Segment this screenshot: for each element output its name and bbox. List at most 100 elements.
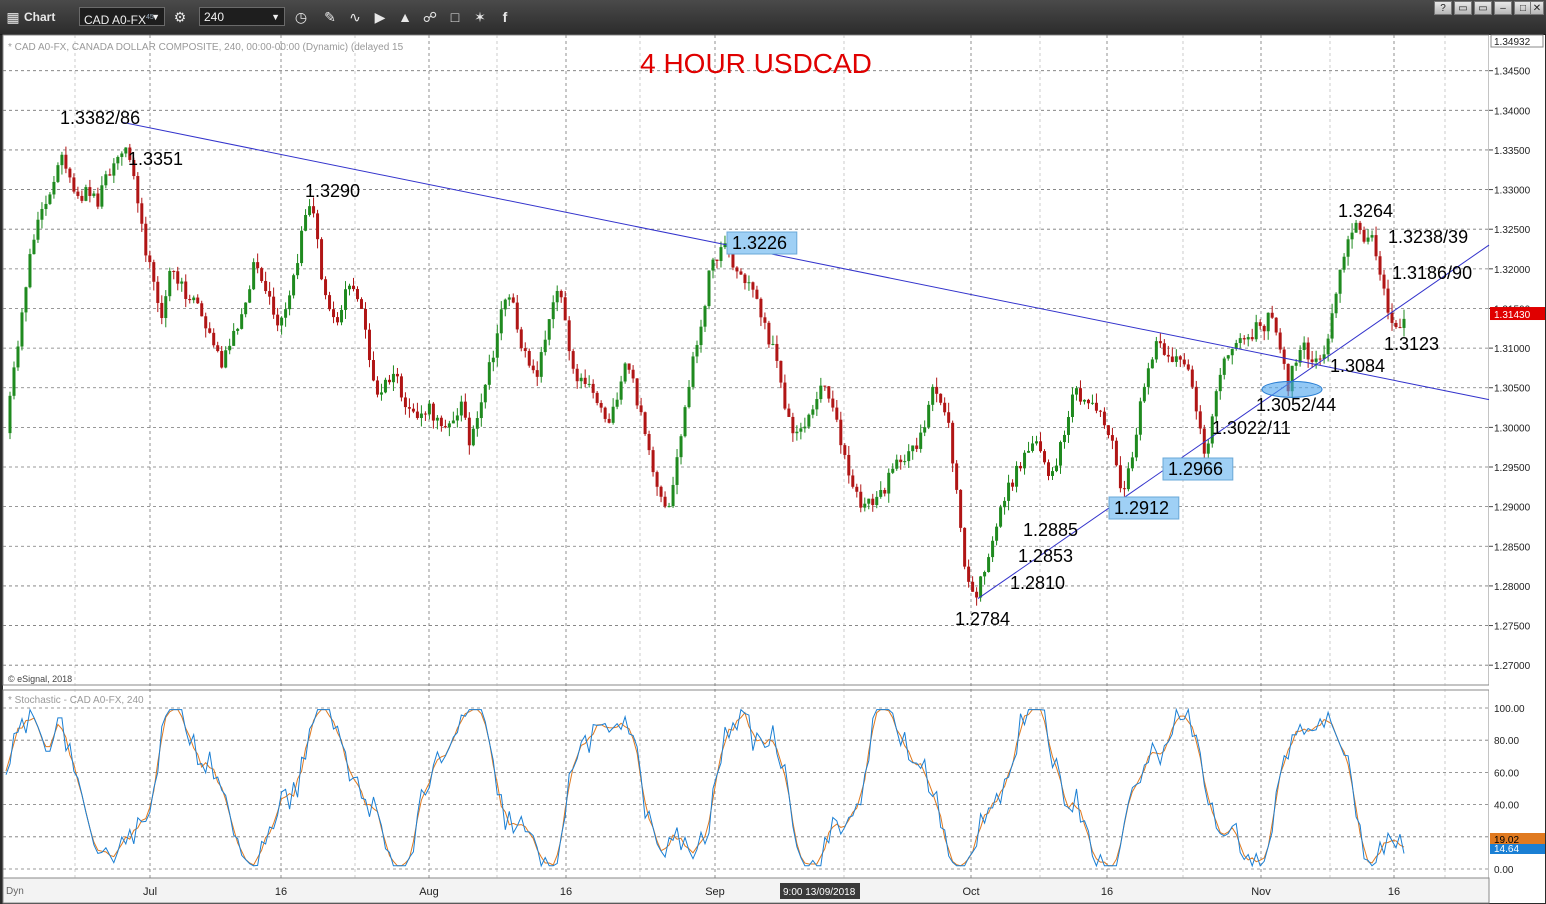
alert-icon[interactable]: ▲ xyxy=(398,9,412,25)
time-axis[interactable] xyxy=(2,877,1490,904)
symbol-superscript: 45 xyxy=(146,14,154,21)
candle-body xyxy=(631,369,635,379)
candle-body xyxy=(831,398,835,408)
y-tick-label: 1.27000 xyxy=(1494,661,1531,672)
pencil-icon[interactable]: ✎ xyxy=(324,9,336,25)
cascade-button[interactable]: ▭ xyxy=(1474,1,1492,15)
candle-body xyxy=(1098,410,1102,412)
candle-body xyxy=(671,484,675,507)
minimize-button[interactable]: ‒ xyxy=(1494,1,1512,15)
trendlines xyxy=(121,121,1490,600)
comment-icon[interactable]: □ xyxy=(450,9,460,25)
trendline-uptrend[interactable] xyxy=(977,244,1490,600)
candle-body xyxy=(639,405,643,413)
candle-body xyxy=(1350,232,1354,240)
candle-body xyxy=(1294,362,1298,366)
stoch-k-tag: 19.02 xyxy=(1494,835,1519,846)
candle-body xyxy=(96,193,100,207)
candle-body xyxy=(124,147,128,154)
candle-body xyxy=(1194,386,1198,412)
price-annotation: 1.2784 xyxy=(955,609,1010,629)
chart-info-line: * CAD A0-FX, CANADA DOLLAR COMPOSITE, 24… xyxy=(8,42,404,53)
study-icon[interactable]: ∿ xyxy=(349,9,361,25)
candle-body xyxy=(491,357,495,363)
date-label: 16 xyxy=(560,886,572,898)
candle-body xyxy=(1106,425,1110,436)
link-icon[interactable]: ☍ xyxy=(422,9,438,25)
candle-body xyxy=(1390,312,1394,323)
candle-body xyxy=(815,399,819,410)
candle-body xyxy=(1286,363,1290,392)
candle-body xyxy=(555,290,559,303)
help-button[interactable]: ? xyxy=(1434,1,1452,15)
candle-body xyxy=(1058,442,1062,466)
candle-body xyxy=(1402,318,1406,328)
candle-body xyxy=(723,243,727,248)
candle-body xyxy=(683,407,687,437)
facebook-icon[interactable]: f xyxy=(502,9,508,25)
candle-body xyxy=(232,330,236,346)
candle-body xyxy=(64,154,68,169)
chevron-down-icon[interactable]: ▼ xyxy=(151,12,160,22)
candle-body xyxy=(451,420,455,424)
candle-body xyxy=(471,428,475,446)
candle-body xyxy=(731,254,735,268)
twitter-icon[interactable]: ✶ xyxy=(474,9,486,25)
y-tick-label: 1.30000 xyxy=(1494,423,1531,434)
candle-body xyxy=(535,370,539,377)
crosshair-date: 9:00 13/09/2018 xyxy=(783,887,856,898)
stochastic-panel xyxy=(2,689,1490,879)
candle-body xyxy=(899,459,903,463)
current-price-tag: 1.31430 xyxy=(1494,310,1531,321)
candle-body xyxy=(108,174,112,176)
tile-button[interactable]: ▭ xyxy=(1454,1,1472,15)
candle-body xyxy=(399,376,403,398)
close-button[interactable]: ✕ xyxy=(1530,1,1544,15)
candle-body xyxy=(220,351,224,368)
candle-body xyxy=(459,401,463,416)
y-tick-label: 1.32000 xyxy=(1494,265,1531,276)
candle-body xyxy=(983,572,987,577)
interval-input[interactable]: 240 ▼ xyxy=(199,7,285,26)
candle-body xyxy=(443,426,447,428)
stoch-d-tag-box xyxy=(1490,844,1545,854)
candle-body xyxy=(367,329,371,361)
candle-body xyxy=(619,381,623,400)
candle-body xyxy=(24,287,28,313)
candle-body xyxy=(1318,358,1322,360)
chart-window-icon: ▦ xyxy=(6,9,20,25)
candle-body xyxy=(340,309,344,323)
settings-gear-icon[interactable]: ⚙ xyxy=(173,9,187,25)
candle-body xyxy=(1174,356,1178,362)
candle-body xyxy=(1043,451,1047,463)
chevron-down-icon[interactable]: ▼ xyxy=(271,12,280,22)
candle-body xyxy=(1394,322,1398,328)
candle-body xyxy=(88,187,92,196)
candle-body xyxy=(959,489,963,528)
candle-body xyxy=(679,436,683,458)
clock-icon[interactable]: ◷ xyxy=(294,9,308,25)
candle-body xyxy=(715,259,719,261)
symbol-input[interactable]: CAD A0-FX45 ▼ xyxy=(79,7,165,27)
candle-body xyxy=(1298,349,1302,363)
candle-body xyxy=(835,407,839,420)
crosshair-date-box xyxy=(780,883,860,899)
candle-body xyxy=(292,275,296,296)
candle-body xyxy=(1326,338,1330,355)
candle-body xyxy=(355,289,359,300)
candle-body xyxy=(483,384,487,403)
trendline-downtrend[interactable] xyxy=(121,121,1490,401)
candle-body xyxy=(403,397,407,408)
candle-body xyxy=(359,299,363,309)
play-icon[interactable]: ▶ xyxy=(374,9,386,25)
candle-body xyxy=(208,328,212,333)
candle-body xyxy=(511,297,515,303)
annotation-box xyxy=(726,231,798,255)
candle-body xyxy=(1110,435,1114,441)
date-label: Oct xyxy=(962,886,979,898)
toolbar: ▦ Chart CAD A0-FX45 ▼ ⚙ 240 ▼ ◷ ✎ ∿ ▶ ▲ ☍ … xyxy=(0,0,1546,35)
price-axis[interactable] xyxy=(1489,35,1545,878)
candle-body xyxy=(479,402,483,419)
candle-body xyxy=(767,322,771,345)
